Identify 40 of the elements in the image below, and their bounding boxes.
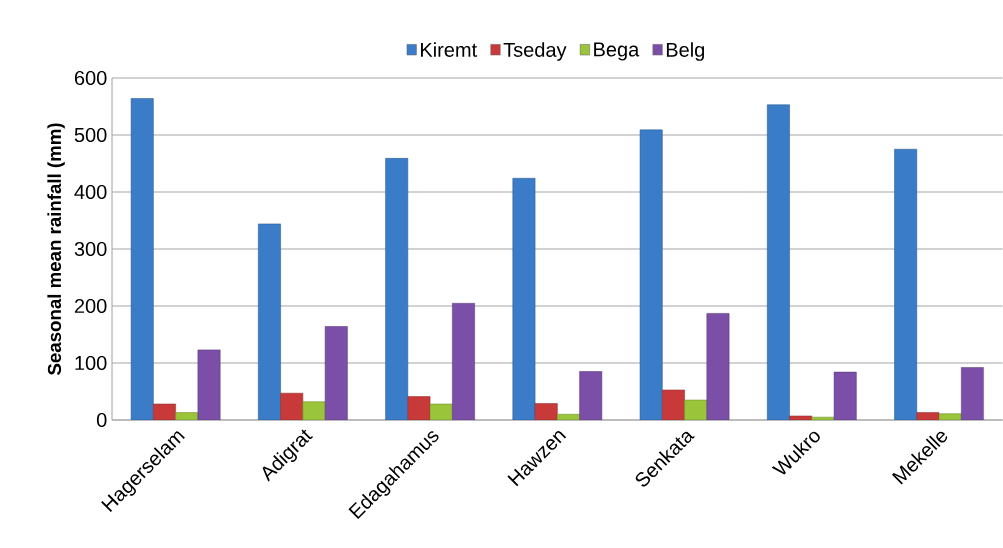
y-tick-label: 600 bbox=[74, 70, 107, 86]
bar bbox=[557, 414, 580, 420]
y-tick-label: 500 bbox=[74, 127, 107, 143]
bar bbox=[767, 104, 790, 420]
bar bbox=[429, 403, 453, 420]
bar bbox=[579, 371, 603, 420]
y-tick-label: 200 bbox=[74, 298, 107, 314]
bar bbox=[407, 396, 431, 420]
legend-label: Tseday bbox=[503, 42, 567, 61]
bar bbox=[961, 367, 984, 420]
bar bbox=[324, 326, 348, 420]
bar bbox=[811, 416, 835, 420]
bar bbox=[512, 178, 536, 420]
bar bbox=[789, 415, 813, 420]
bar bbox=[833, 371, 857, 420]
bar bbox=[385, 158, 409, 420]
y-tick-label: 400 bbox=[74, 184, 107, 200]
y-tick-label: 300 bbox=[74, 241, 107, 257]
bar bbox=[938, 413, 962, 420]
bar bbox=[197, 349, 221, 420]
bar bbox=[258, 223, 281, 420]
y-tick-label: 0 bbox=[96, 412, 107, 428]
bar bbox=[684, 399, 708, 420]
legend-label: Belg bbox=[666, 42, 705, 61]
bar bbox=[302, 401, 326, 420]
y-tick-label: 100 bbox=[75, 355, 107, 371]
bar bbox=[639, 129, 663, 420]
bar bbox=[175, 412, 199, 420]
bar bbox=[534, 403, 558, 420]
bar bbox=[662, 389, 685, 420]
bar bbox=[280, 392, 304, 420]
bar bbox=[130, 98, 154, 420]
bar bbox=[706, 313, 730, 420]
bar bbox=[153, 403, 176, 420]
bar bbox=[916, 412, 940, 420]
legend-label: Kiremt bbox=[421, 42, 478, 57]
bar bbox=[452, 302, 475, 420]
legend-label: Bega bbox=[594, 42, 640, 61]
bar bbox=[894, 148, 918, 420]
y-axis-title: Seasonal mean rainfall (mm) bbox=[47, 123, 65, 376]
